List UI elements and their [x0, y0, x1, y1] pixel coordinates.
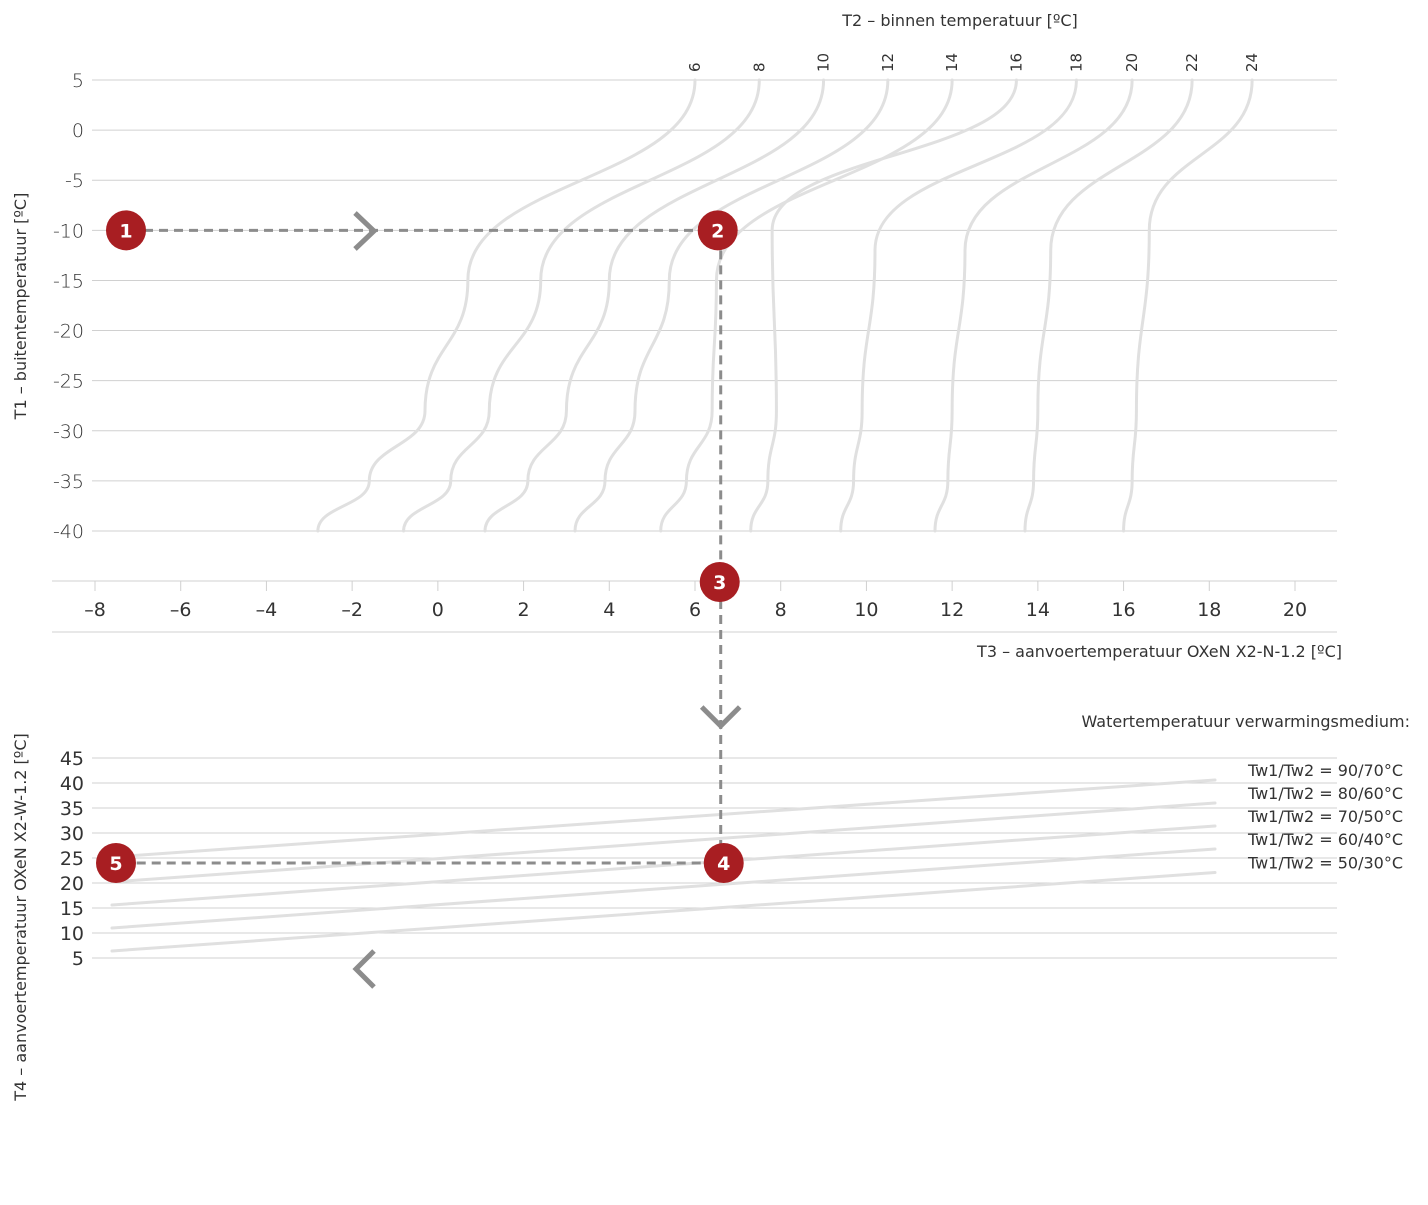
step-markers: 1 2 3 4 5 [96, 210, 744, 883]
top-y-tick-label: -30 [53, 421, 84, 443]
top-axis-tick-label: 6 [686, 62, 704, 72]
water-temp-line-label: Tw1/Tw2 = 60/40°C [1247, 830, 1403, 849]
x-tick-label: –6 [170, 599, 192, 621]
top-axis-tick-label: 22 [1183, 53, 1201, 72]
step-marker-5 [96, 843, 136, 883]
top-axis-tick-label: 12 [879, 53, 897, 72]
x-tick-label: 16 [1111, 599, 1135, 621]
x-tick-label: 14 [1026, 599, 1050, 621]
step-marker-4 [703, 843, 744, 883]
x-tick-label: 8 [775, 599, 787, 621]
top-y-tick-label: -5 [65, 170, 84, 192]
top-y-tick-label: 0 [72, 120, 84, 142]
step-marker-label: 3 [713, 572, 726, 594]
step-marker-label: 5 [109, 853, 122, 875]
x-tick-label: 6 [689, 599, 701, 621]
bottom-y-axis-label: T4 – aanvoertemperatuur OXeN X2-W-1.2 [º… [11, 733, 30, 1102]
isoline-t2-8 [402, 78, 761, 533]
top-y-tick-label: -10 [53, 220, 84, 242]
step-marker-label: 1 [119, 220, 132, 242]
x-tick-label: 20 [1283, 599, 1307, 621]
top-axis-tick-label: 8 [750, 62, 768, 72]
water-temp-line-label: Tw1/Tw2 = 80/60°C [1247, 784, 1403, 803]
step-marker-2 [697, 210, 738, 251]
bottom-y-tick-label: 30 [60, 823, 84, 845]
water-temp-line-label: Tw1/Tw2 = 50/30°C [1247, 854, 1403, 873]
top-axis-tick-label: 10 [815, 53, 833, 72]
water-temp-line-label: Tw1/Tw2 = 90/70°C [1247, 761, 1403, 780]
x-tick-label: –8 [84, 599, 106, 621]
x-tick-label: 18 [1197, 599, 1221, 621]
water-temp-line [110, 871, 1217, 953]
top-axis-tick-label: 14 [943, 53, 961, 72]
top-axis-label: T2 – binnen temperatuur [ºC] [841, 11, 1078, 30]
bottom-y-tick-label: 15 [60, 898, 84, 920]
isoline-t2-22 [1023, 78, 1194, 533]
x-tick-label: –2 [341, 599, 363, 621]
top-y-tick-label: -40 [53, 521, 84, 543]
top-axis-tick-label: 18 [1067, 53, 1085, 72]
isoline-t2-24 [1122, 78, 1254, 533]
water-temp-line-label: Tw1/Tw2 = 70/50°C [1247, 807, 1403, 826]
bottom-y-tick-label: 40 [60, 773, 84, 795]
bottom-y-tick-label: 5 [72, 948, 84, 970]
grid-lines [52, 79, 1337, 959]
top-axis-tick-label: 24 [1243, 53, 1261, 72]
isoline-t2-20 [933, 78, 1134, 533]
top-y-tick-label: -15 [53, 270, 84, 292]
x-tick-label: 10 [854, 599, 878, 621]
x-tick-label: 2 [518, 599, 530, 621]
bottom-y-tick-label: 35 [60, 798, 84, 820]
x-tick-label: 12 [940, 599, 964, 621]
bottom-y-tick-label: 45 [60, 748, 84, 770]
bottom-y-tick-label: 25 [60, 848, 84, 870]
top-y-axis-label: T1 – buitentemperatuur [ºC] [11, 193, 30, 421]
isoline-t2-6 [316, 78, 697, 533]
top-y-tick-label: 5 [72, 70, 84, 92]
tick-labels: 50-5-10-15-20-25-30-35-40–8 –6 –4 –2 0 2 4 6 8 10… [53, 53, 1403, 970]
x-tick-label: 0 [432, 599, 444, 621]
water-temp-line [110, 778, 1217, 859]
isoline-t2-16 [749, 78, 1018, 533]
top-y-tick-label: -25 [53, 371, 84, 393]
bottom-y-tick-label: 10 [60, 923, 84, 945]
step-marker-label: 2 [711, 220, 724, 242]
water-temp-line [110, 801, 1217, 884]
legend-title: Watertemperatuur verwarmingsmedium: [1082, 712, 1411, 731]
isoline-t2-18 [839, 78, 1078, 533]
arrow-right-icon [353, 211, 378, 251]
bottom-y-tick-label: 20 [60, 873, 84, 895]
text-layer: T2 – binnen temperatuur [ºC] T1 – buiten… [11, 11, 1410, 1102]
step-marker-1 [106, 210, 146, 251]
top-axis-tick-label: 20 [1123, 53, 1141, 72]
isoline-t2-12 [573, 78, 890, 533]
top-y-tick-label: -20 [53, 321, 84, 343]
step-marker-3 [699, 562, 740, 602]
step-marker-label: 4 [717, 853, 730, 875]
water-temp-line [110, 824, 1217, 907]
curve-layer [110, 78, 1254, 953]
arrow-down-icon [699, 705, 742, 730]
example-path [136, 211, 742, 989]
x-tick-label: –4 [256, 599, 278, 621]
isoline-t2-10 [483, 78, 826, 533]
x-tick-label: 4 [603, 599, 615, 621]
x-axis-label: T3 – aanvoertemperatuur OXeN X2-N-1.2 [º… [976, 642, 1342, 661]
isoline-t2-14 [659, 78, 954, 533]
top-y-tick-label: -35 [53, 471, 84, 493]
arrow-left-icon [352, 949, 376, 989]
top-axis-tick-label: 16 [1007, 53, 1025, 72]
water-temp-line [110, 847, 1217, 930]
